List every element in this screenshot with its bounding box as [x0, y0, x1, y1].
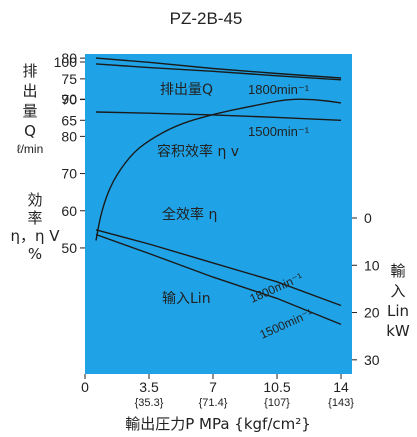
series-line-0	[95, 57, 342, 79]
efficiency-axis-title-line: η，η V	[10, 227, 60, 245]
input-axis-ticks: 0 10 20 30	[352, 210, 380, 368]
x-tick-label: 3.5	[139, 379, 159, 395]
input-axis-title-line: Lin	[387, 302, 409, 320]
x-tick-sublabel: {107}	[264, 397, 290, 409]
annotation-volumetric-efficiency: 容积效率 η v	[157, 143, 239, 160]
discharge-axis-title-line: 量	[22, 102, 37, 120]
discharge-tick-label: 70	[61, 92, 77, 108]
x-tick-label: 14	[333, 379, 349, 395]
plot-area	[85, 54, 352, 374]
annotation-discharge-1500: 1500min⁻¹	[248, 124, 310, 139]
annotation-discharge-1800: 1800min⁻¹	[248, 82, 310, 97]
efficiency-tick-label: 60	[61, 203, 77, 219]
input-axis-title: 輸入 Lin kW	[386, 262, 410, 340]
x-tick-label: 0	[81, 379, 89, 395]
discharge-axis-ticks: 65 70 75 80	[61, 50, 85, 128]
efficiency-tick-label: 70	[61, 166, 77, 182]
series-line-5	[95, 229, 342, 307]
series-line-4	[95, 233, 342, 326]
x-tick-sublabel: {35.3}	[135, 397, 164, 409]
efficiency-axis-title-line: 効	[27, 191, 42, 209]
series-line-3	[95, 98, 342, 241]
input-tick-label: 30	[364, 352, 380, 368]
discharge-tick-label: 65	[61, 112, 77, 128]
discharge-axis-title: 排出量Q	[22, 62, 37, 140]
x-tick-label: 7	[209, 379, 217, 395]
series-lines	[95, 57, 342, 326]
annotation-discharge: 排出量Q	[160, 82, 213, 98]
x-tick-sublabel: {143}	[328, 397, 354, 409]
efficiency-axis-ticks: 50 60 70 80 90 100	[54, 54, 85, 256]
efficiency-axis-title-line: 率	[27, 209, 42, 227]
annotation-input: 输入Lin	[162, 291, 211, 307]
input-axis-title-line: 輸	[390, 262, 405, 280]
x-axis-label: 輸出圧力P MPa {kgf/cm²}	[125, 415, 311, 433]
chart-title: PZ-2B-45	[170, 9, 243, 28]
efficiency-tick-label: 90	[61, 91, 77, 107]
efficiency-axis-title-line: %	[28, 245, 42, 263]
efficiency-axis-title: 効率η，η V%	[10, 191, 60, 263]
discharge-axis-unit: ℓ/min	[17, 142, 44, 156]
x-tick-label: 10.5	[263, 379, 290, 395]
discharge-axis-title-line: Q	[24, 122, 36, 140]
efficiency-tick-label: 100	[54, 54, 78, 70]
input-tick-label: 0	[364, 210, 372, 226]
x-tick-sublabel: {71.4}	[199, 397, 228, 409]
series-line-2	[95, 63, 342, 81]
efficiency-tick-label: 80	[61, 128, 77, 144]
input-axis-title-line: kW	[386, 322, 410, 340]
annotation-total-efficiency: 全效率 η	[162, 206, 217, 223]
efficiency-tick-label: 50	[61, 240, 77, 256]
input-tick-label: 10	[364, 257, 380, 273]
input-tick-label: 20	[364, 305, 380, 321]
input-axis-title-line: 入	[390, 282, 405, 300]
x-axis-ticks: 0 3.5 {35.3} 7 {71.4} 10.5 {107} 14 {143}	[81, 374, 354, 409]
discharge-axis-title-line: 出	[22, 82, 37, 100]
discharge-tick-label: 80	[61, 50, 77, 66]
discharge-axis-title-line: 排	[22, 62, 37, 80]
discharge-tick-label: 75	[61, 71, 77, 87]
